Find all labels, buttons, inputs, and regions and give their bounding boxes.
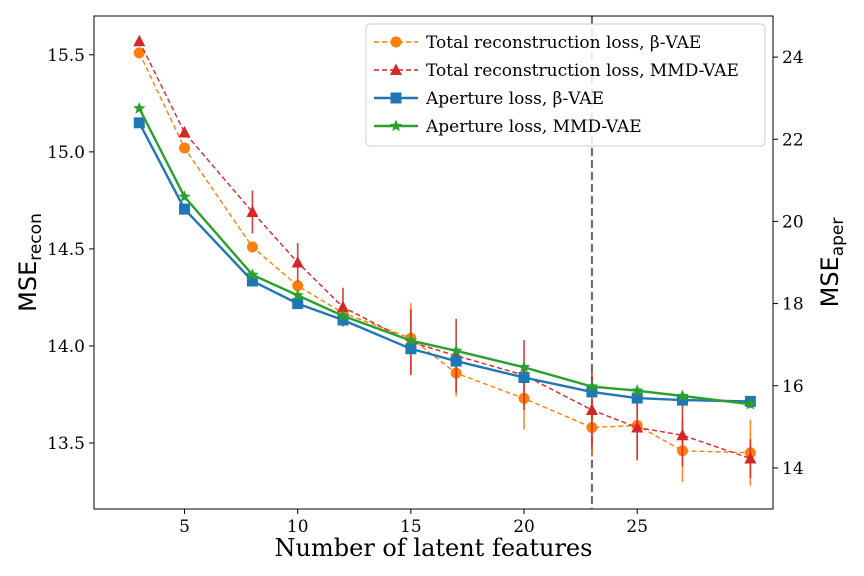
data-point <box>178 190 191 203</box>
data-point <box>133 101 146 114</box>
data-point <box>292 298 304 310</box>
legend-label: Aperture loss, β-VAE <box>425 89 604 109</box>
data-point <box>246 275 258 287</box>
data-point <box>449 344 463 357</box>
y-left-axis-label: MSErecon <box>14 213 46 312</box>
x-tick-label: 20 <box>513 517 535 537</box>
data-point <box>292 280 304 292</box>
data-point <box>133 117 145 129</box>
data-point <box>450 355 462 367</box>
x-tick-label: 15 <box>400 517 422 537</box>
data-point <box>404 334 418 346</box>
data-point <box>585 380 599 392</box>
data-point <box>336 309 350 322</box>
data-point <box>676 428 689 441</box>
series-line <box>138 40 751 460</box>
y-left-tick-label: 14.0 <box>47 337 85 357</box>
data-point <box>246 268 259 281</box>
data-point <box>518 372 530 384</box>
data-point <box>586 386 598 398</box>
data-point <box>179 203 191 215</box>
data-point <box>744 452 757 464</box>
data-point <box>631 420 644 433</box>
data-point <box>336 300 349 313</box>
legend-marker <box>390 36 402 48</box>
data-point <box>246 205 259 218</box>
y-left-tick-label: 14.5 <box>47 240 85 260</box>
data-point <box>517 360 531 373</box>
data-point <box>337 314 349 326</box>
y-right-tick-label: 16 <box>782 377 804 397</box>
data-point <box>133 47 145 59</box>
x-tick-label: 25 <box>626 517 648 537</box>
series-line <box>138 122 751 403</box>
y-left-tick-label: 15.0 <box>47 143 85 163</box>
y-left-tick-label: 13.5 <box>47 434 85 454</box>
series-line <box>138 52 751 454</box>
legend-marker <box>389 119 403 132</box>
data-point <box>133 34 146 47</box>
legend-marker <box>390 92 402 104</box>
data-point <box>676 389 689 402</box>
data-point <box>246 241 258 253</box>
data-point <box>291 288 304 301</box>
y-right-tick-label: 14 <box>782 459 804 479</box>
data-point <box>631 384 644 396</box>
plot-frame <box>93 15 774 510</box>
y-right-axis-label: MSEaper <box>816 218 848 308</box>
series-line <box>138 107 751 406</box>
legend-label: Aperture loss, MMD-VAE <box>425 117 642 137</box>
data-point <box>178 125 191 138</box>
y-right-tick-label: 24 <box>782 48 804 68</box>
y-right-tick-label: 20 <box>782 212 804 232</box>
data-point <box>291 256 304 268</box>
series-4 <box>133 101 757 410</box>
data-point <box>179 142 191 154</box>
series-3 <box>133 117 756 407</box>
legend: Total reconstruction loss, β-VAE Total re… <box>365 23 766 147</box>
data-point <box>585 403 598 416</box>
data-point <box>631 392 643 404</box>
legend-label: Total reconstruction loss, β-VAE <box>426 33 701 53</box>
y-right-tick-label: 18 <box>782 295 804 315</box>
legend-marker <box>390 63 402 75</box>
x-tick-label: 5 <box>179 517 190 537</box>
y-left-tick-label: 15.5 <box>47 46 85 66</box>
y-right-tick-label: 22 <box>782 130 804 150</box>
legend-box <box>365 23 766 147</box>
x-tick-label: 10 <box>287 517 309 537</box>
x-axis-label: Number of latent features <box>275 534 593 562</box>
data-point <box>744 397 757 410</box>
legend-label: Total reconstruction loss, MMD-VAE <box>426 61 739 81</box>
data-point <box>405 343 417 355</box>
